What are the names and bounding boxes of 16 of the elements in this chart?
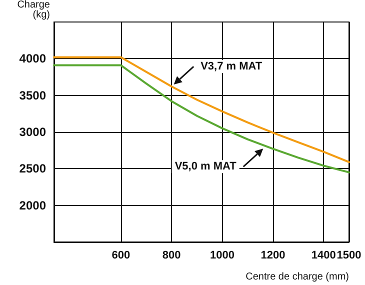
x-tick-label: 600 xyxy=(112,250,130,262)
y-tick-label: 4000 xyxy=(19,52,46,66)
x-tick-label: 800 xyxy=(162,250,181,262)
y-tick-label: 2500 xyxy=(19,162,46,176)
annotation: V3,7 m MAT xyxy=(200,60,262,73)
y-tick-label: 2000 xyxy=(19,198,46,212)
x-tick-label: 1000 xyxy=(210,250,235,262)
x-axis-title: Centre de charge (mm) xyxy=(246,272,349,282)
y-tick-label: 3000 xyxy=(19,125,46,139)
y-axis-title: Charge (kg) xyxy=(17,0,50,20)
line-series xyxy=(53,56,350,164)
y-tick-label: 3500 xyxy=(19,88,46,102)
x-tick-label: 1500 xyxy=(336,250,362,262)
x-tick-label: 1400 xyxy=(311,250,336,262)
x-tick-label: 1200 xyxy=(260,250,286,262)
annotation: V5,0 m MAT xyxy=(174,160,237,173)
